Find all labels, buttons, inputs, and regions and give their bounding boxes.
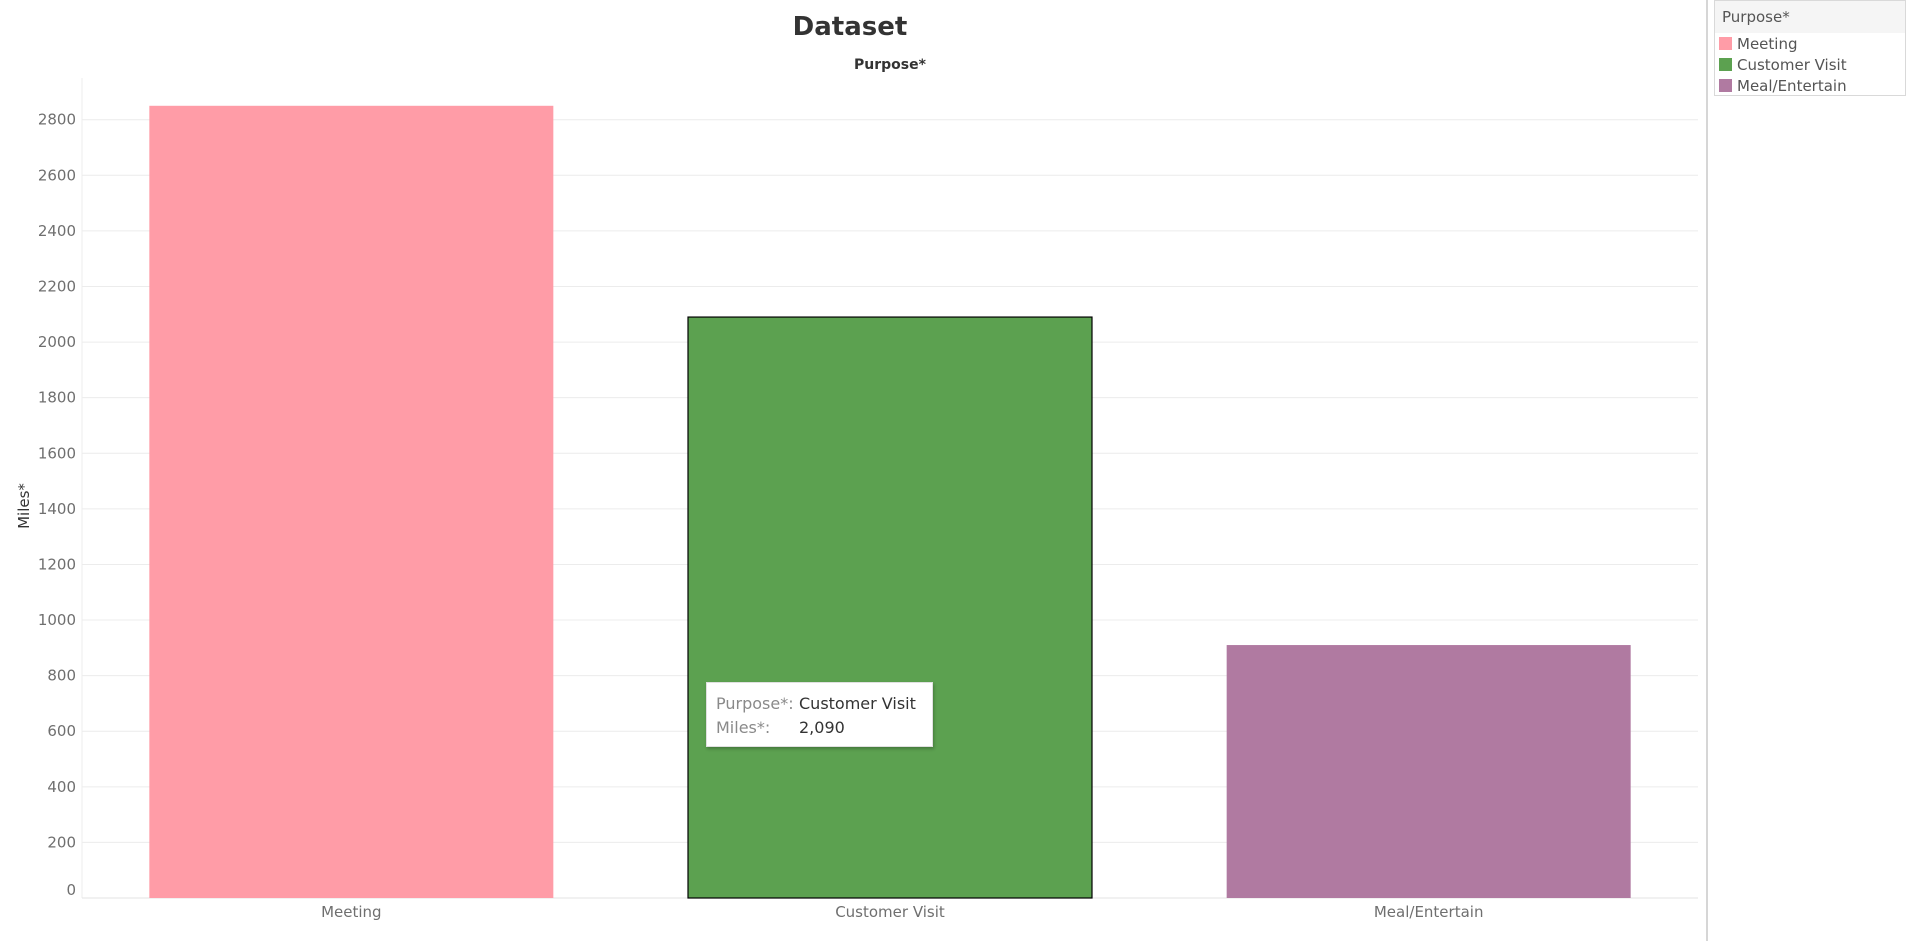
bar-chart: 0 200 400 600 800 1000 1200 1400 1600 1800 2000 220… — [15, 78, 1698, 921]
y-tick-label: 0 — [66, 881, 76, 899]
y-axis-title: Miles* — [15, 483, 33, 529]
bar-customer-visit — [687, 316, 1093, 899]
tooltip-row-miles: Miles*: 2,090 — [716, 715, 923, 739]
legend-title: Purpose* — [1715, 1, 1905, 33]
y-tick-label: 2000 — [38, 333, 76, 351]
y-tick-label: 2200 — [38, 277, 76, 295]
x-tick-label: Meal/Entertain — [1374, 903, 1484, 921]
legend-swatch-meal-entertain — [1719, 79, 1732, 92]
y-tick-label: 2400 — [38, 222, 76, 240]
legend-label: Meeting — [1737, 34, 1798, 53]
y-tick-label: 600 — [47, 722, 76, 740]
bar-meeting — [149, 105, 554, 898]
panel-divider — [1706, 0, 1708, 941]
chart-title: Dataset — [792, 12, 908, 42]
y-tick-label: 1800 — [38, 389, 76, 407]
y-tick-label: 1000 — [38, 611, 76, 629]
legend-swatch-meeting — [1719, 37, 1732, 50]
y-tick-label: 400 — [47, 778, 76, 796]
y-tick-label: 1400 — [38, 500, 76, 518]
tooltip: Purpose*: Customer Visit Miles*: 2,090 — [706, 682, 933, 747]
legend-label: Meal/Entertain — [1737, 76, 1847, 95]
y-tick-label: 2600 — [38, 166, 76, 184]
legend-item-meeting[interactable]: Meeting — [1715, 33, 1905, 54]
tooltip-row-purpose: Purpose*: Customer Visit — [716, 691, 923, 715]
tooltip-key: Miles*: — [716, 717, 771, 737]
y-tick-label: 2800 — [38, 111, 76, 129]
y-tick-label: 800 — [47, 667, 76, 685]
tooltip-key: Purpose*: — [716, 693, 794, 713]
legend-swatch-customer-visit — [1719, 58, 1732, 71]
legend-item-customer-visit[interactable]: Customer Visit — [1715, 54, 1905, 75]
legend-item-meal-entertain[interactable]: Meal/Entertain — [1715, 75, 1905, 96]
legend-label: Customer Visit — [1737, 55, 1847, 74]
bar-meal-entertain — [1226, 645, 1631, 898]
tooltip-value: Customer Visit — [799, 693, 916, 713]
x-tick-label: Meeting — [321, 903, 381, 921]
column-header-purpose: Purpose* — [854, 57, 926, 73]
y-tick-label: 1600 — [38, 444, 76, 462]
x-tick-label: Customer Visit — [835, 903, 945, 921]
y-tick-label: 1200 — [38, 555, 76, 573]
legend: Purpose* Meeting Customer Visit Meal/Ent… — [1714, 0, 1906, 96]
tooltip-value: 2,090 — [799, 717, 845, 737]
y-tick-label: 200 — [47, 833, 76, 851]
